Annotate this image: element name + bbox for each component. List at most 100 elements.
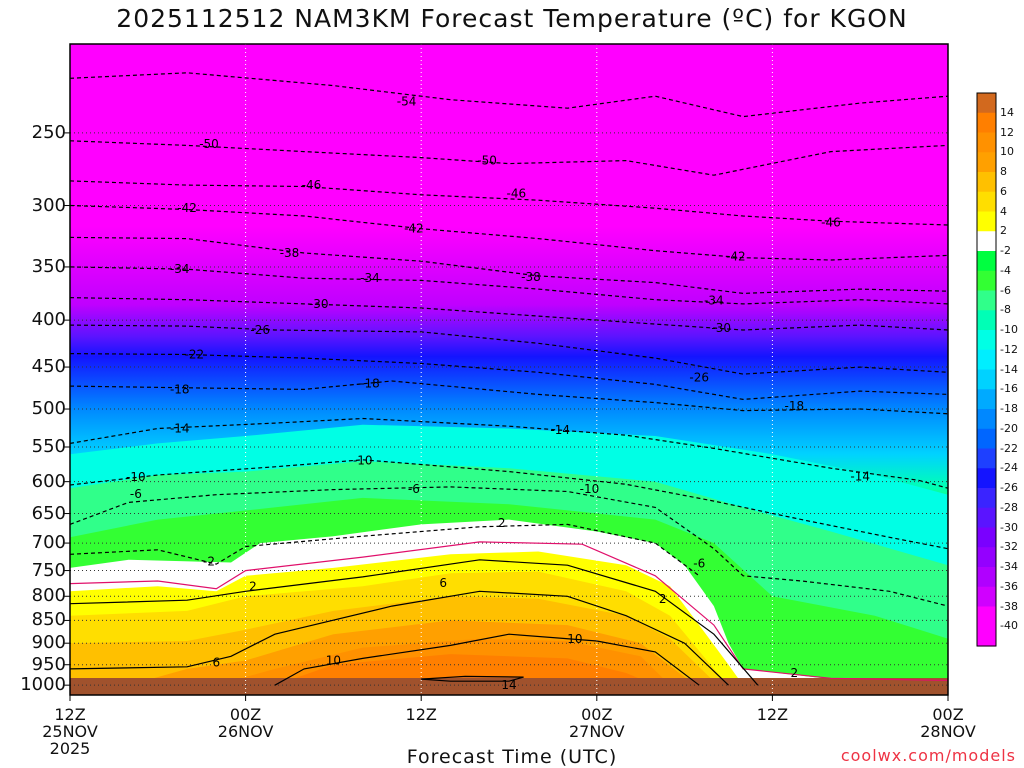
contour-label: -30 [711,321,731,335]
contour-label: -6 [693,557,705,571]
temperature-band [274,654,656,686]
isotherm-line [70,180,948,226]
y-tick-label: 400 [31,309,66,331]
x-axis-label: Forecast Time (UTC) [406,746,618,768]
contour-label: 6 [439,576,447,590]
colorbar-tick-label: -18 [1000,402,1018,415]
isotherm-line [70,417,948,489]
contour-label: 2 [498,516,506,530]
colorbar-swatch [977,211,996,232]
y-tick-label: 950 [31,653,66,675]
isotherm-line [70,486,948,607]
contour-label: -50 [477,154,497,168]
isotherm-line [70,459,948,550]
colorbar-swatch [977,527,996,548]
colorbar-swatch [977,251,996,272]
contour-label: -34 [704,294,724,308]
y-tick-label: 450 [31,356,66,378]
colorbar-tick-label: 4 [1000,204,1007,218]
contour-label: -38 [521,270,541,284]
credit-link[interactable]: coolwx.com/models [840,746,1016,765]
contour-label: 10 [567,632,582,646]
contour-label: 2 [249,580,257,594]
colorbar-tick-label: -30 [1000,520,1018,534]
colorbar-swatch [977,428,996,450]
isotherm-line [70,236,948,295]
x-tick-label: 12Z 25NOV 2025 [42,705,98,758]
contour-label: -54 [397,94,417,108]
colorbar-tick-label: -16 [1000,382,1018,396]
colorbar-swatch [977,112,996,134]
isotherm-line [70,353,948,401]
contour-label: -38 [280,246,300,260]
colorbar-swatch [977,310,996,331]
colorbar-tick-label: -4 [1000,263,1011,277]
isotherm-line [70,297,948,331]
colorbar-tick-label: -24 [1000,461,1018,475]
colorbar-swatch [977,290,996,311]
colorbar-tick-label: -26 [1000,481,1018,494]
colorbar-tick-label: -32 [1000,540,1018,554]
colorbar-swatch [977,606,996,627]
contour-label: 2 [659,592,667,606]
colorbar-tick-label: -20 [1000,421,1018,435]
isotherm-line [70,204,948,261]
colorbar-tick-label: -28 [1000,500,1018,514]
y-tick-label: 700 [31,532,66,554]
y-tick-label: 900 [31,632,66,654]
y-tick-label: 1000 [20,674,66,696]
colorbar-swatch [977,448,996,469]
colorbar-swatch [977,409,996,430]
isotherm-line [70,266,948,305]
colorbar-swatch [977,330,996,351]
ground [70,678,948,695]
isotherm-line [70,72,948,118]
colorbar-tick-label: 10 [1000,145,1014,159]
contour-label: -30 [309,297,329,311]
colorbar-swatch [977,626,996,647]
colorbar-tick-label: -34 [1000,560,1018,573]
isotherm-line [421,675,524,682]
colorbar-tick-label: -10 [1000,323,1018,336]
y-tick-label: 350 [31,255,66,277]
colorbar-swatch [977,389,996,410]
colorbar-swatch [977,152,996,173]
contour-label: -6 [130,487,142,501]
colorbar [976,92,997,647]
contour-label: -10 [353,454,373,468]
y-tick-label: 850 [31,609,66,631]
y-tick-label: 500 [31,398,66,420]
colorbar-swatch [977,507,996,529]
x-tick-label: 00Z 27NOV [569,705,625,741]
colorbar-swatch [977,567,996,588]
contour-label: -14 [170,421,190,435]
contour-label: -46 [507,186,527,200]
contour-label: 2 [791,666,799,680]
colorbar-swatch [977,369,996,390]
colorbar-tick-label: 2 [1000,224,1007,238]
isotherm-line [70,559,759,686]
colorbar-tick-label: -12 [1000,342,1018,356]
colorbar-tick-label: -38 [1000,599,1018,613]
contour-label: -34 [170,262,190,276]
colorbar-swatch [977,231,996,252]
contour-label: -18 [170,382,190,396]
isotherm-line [70,523,700,577]
y-tick-label: 550 [31,435,66,457]
plot-frame [69,43,949,696]
chart-title: 2025112512 NAM3KM Forecast Temperature (… [116,4,908,33]
colorbar-tick-label: 14 [1000,105,1014,119]
contour-label: -6 [408,482,420,496]
contour-label: -10 [580,482,600,496]
colorbar-swatch [977,93,996,114]
y-tick-label: 600 [31,470,66,492]
isotherm-line [70,590,729,686]
colorbar-tick-label: -2 [1000,244,1011,257]
contour-label: -14 [850,469,870,483]
y-tick-label: 750 [31,559,66,581]
contour-label: -22 [185,347,205,361]
x-tick-label: 12Z [405,705,437,724]
y-tick-label: 800 [31,585,66,607]
colorbar-swatch [977,349,996,371]
